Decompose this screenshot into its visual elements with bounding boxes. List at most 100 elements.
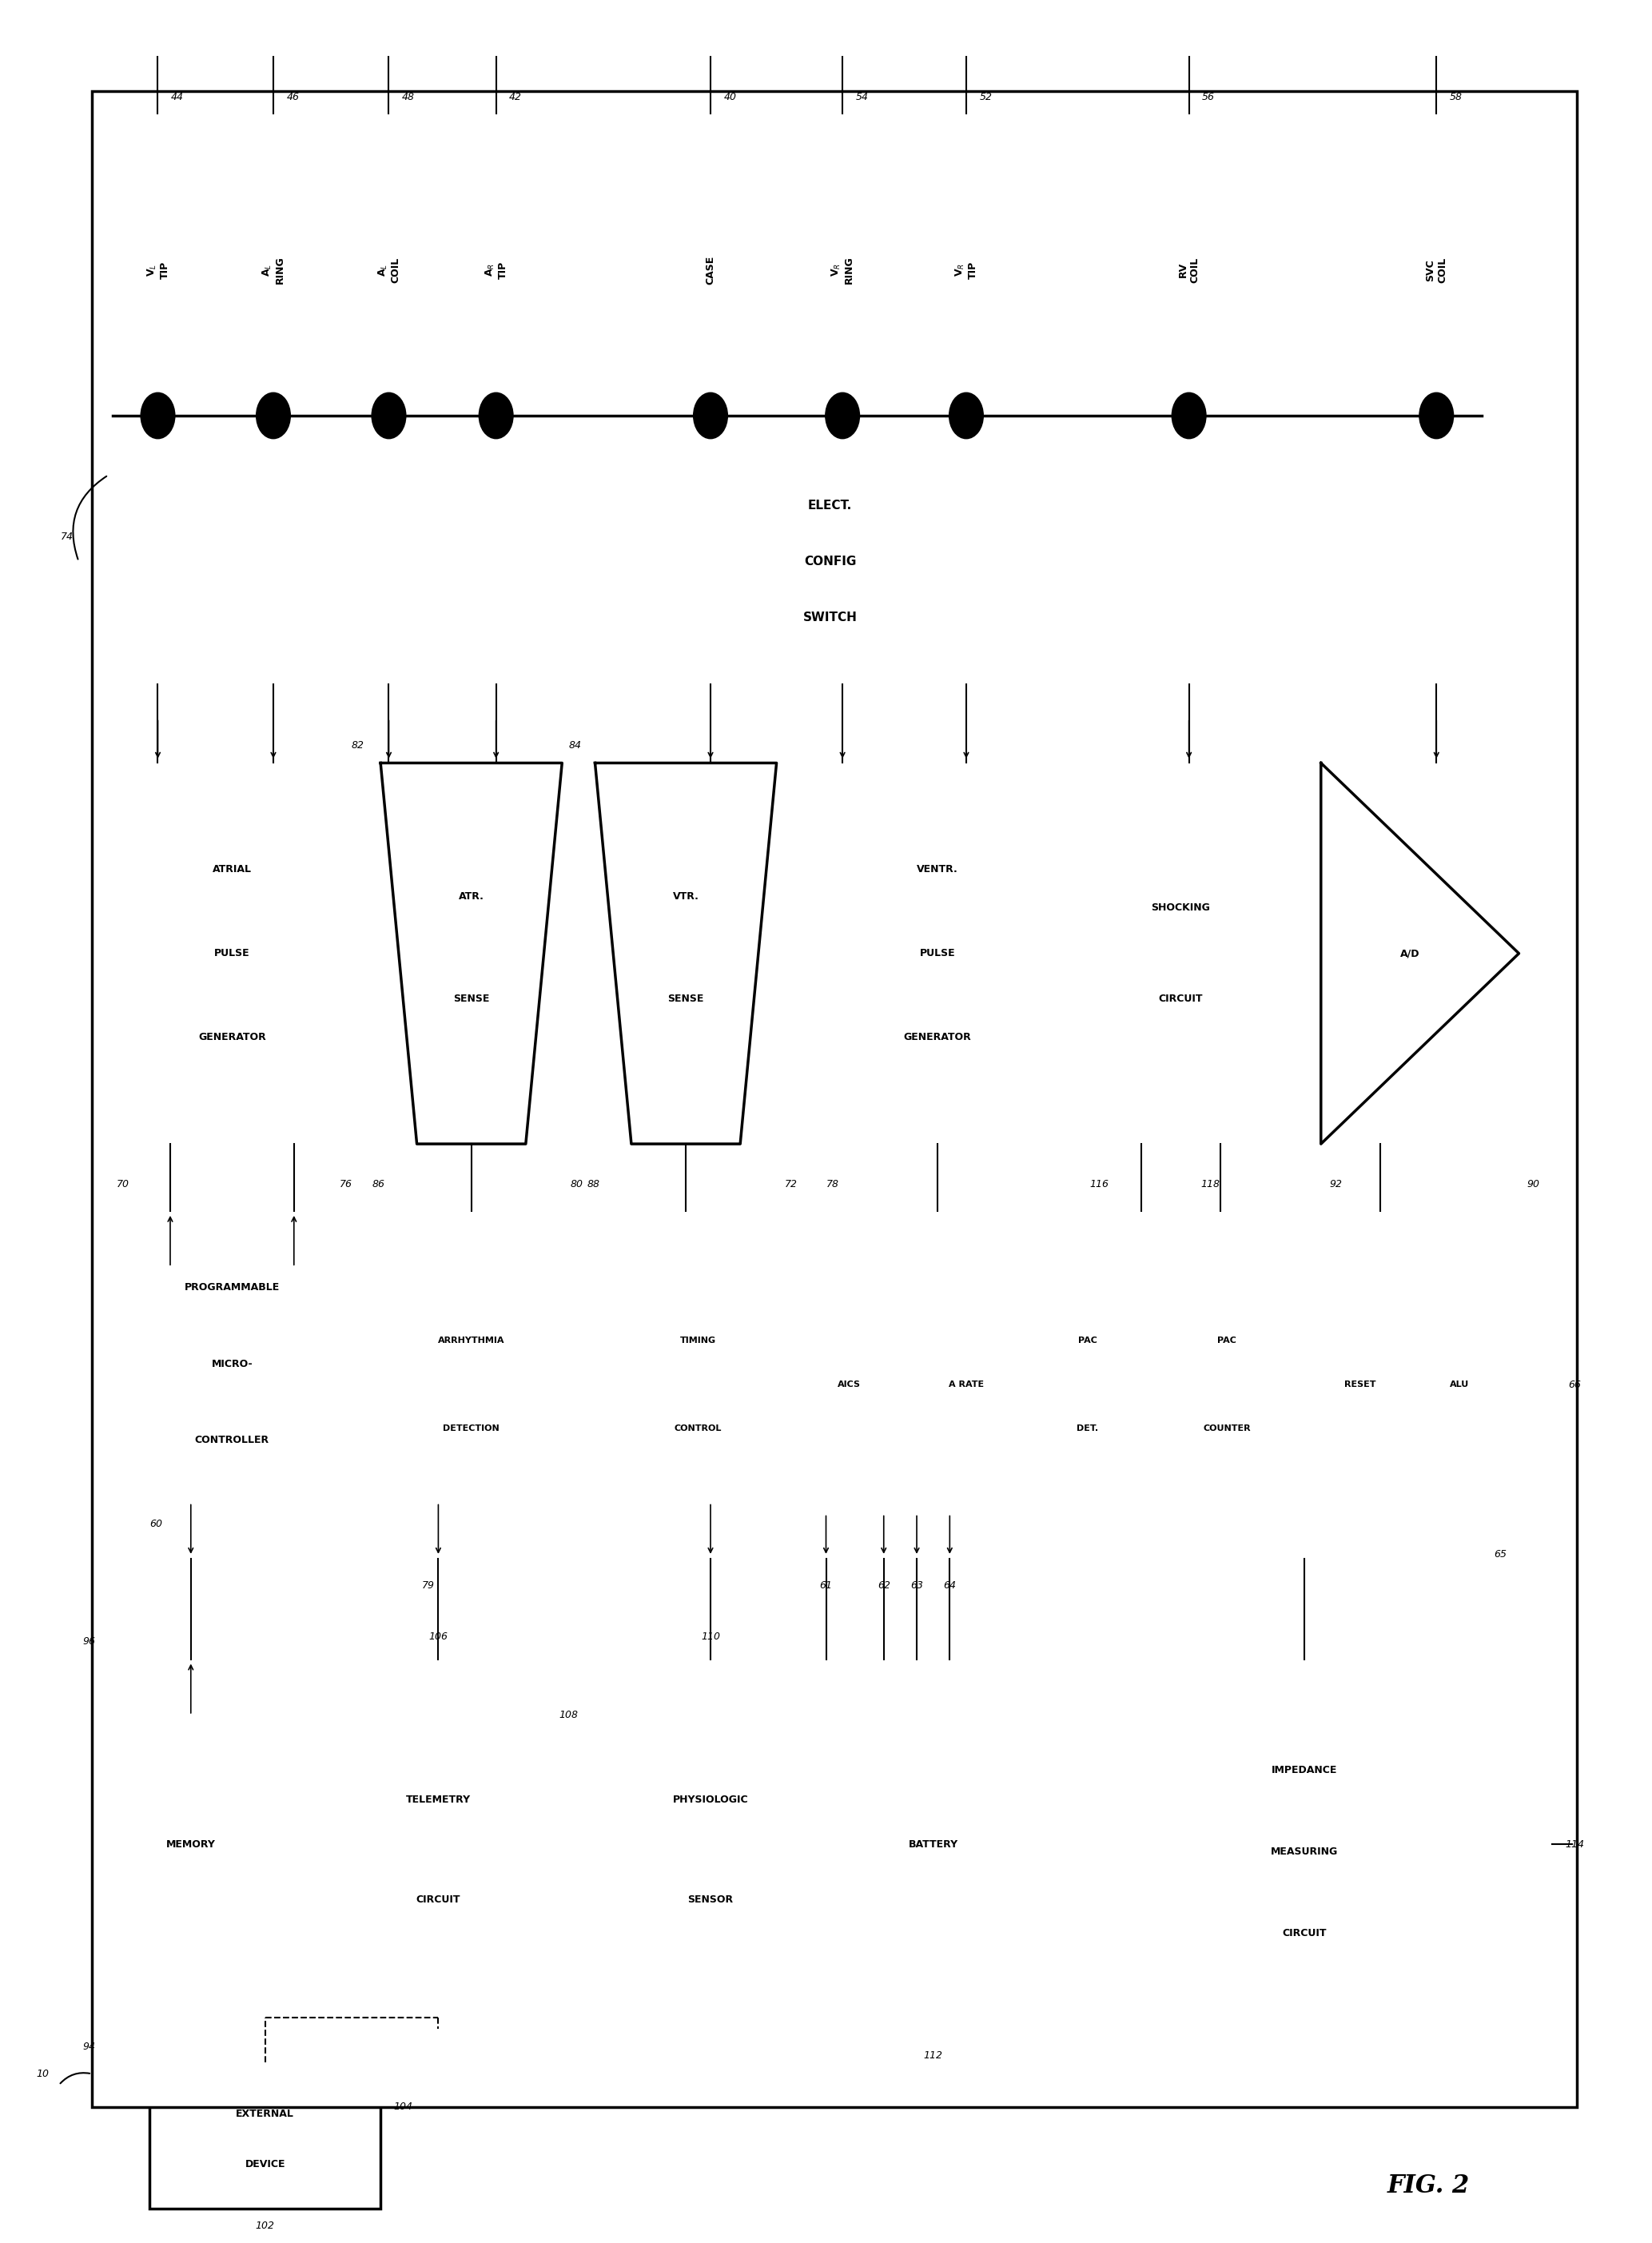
Text: 106: 106 [430,1631,448,1642]
Text: 61: 61 [819,1579,833,1590]
Bar [666,123,757,415]
Bar [109,437,1551,684]
Text: CONTROL: CONTROL [674,1424,722,1433]
Text: SWITCH: SWITCH [803,612,857,624]
Text: V$_L$
TIP: V$_L$ TIP [145,260,170,278]
Text: A/D: A/D [1401,949,1419,958]
Text: VENTR.: VENTR. [917,864,958,875]
Text: ATR.: ATR. [459,890,484,902]
Text: AICS: AICS [838,1382,861,1388]
Text: CIRCUIT: CIRCUIT [416,1895,461,1904]
Text: 112: 112 [923,2050,943,2061]
Text: 60: 60 [150,1519,162,1530]
Circle shape [950,393,983,437]
Text: COUNTER: COUNTER [1203,1424,1251,1433]
Bar [1315,1238,1406,1532]
Text: PHYSIOLOGIC: PHYSIOLOGIC [672,1794,748,1806]
Text: 114: 114 [1564,1839,1584,1848]
Bar [1036,1238,1140,1532]
Text: 64: 64 [943,1579,957,1590]
Bar [603,1660,818,2030]
Text: CONFIG: CONFIG [805,556,856,567]
Text: FIG. 2: FIG. 2 [1388,2173,1469,2198]
Text: MICRO-: MICRO- [211,1359,253,1368]
Text: 79: 79 [421,1579,434,1590]
Text: 82: 82 [352,740,363,749]
Text: PULSE: PULSE [920,949,955,958]
Text: CONTROLLER: CONTROLLER [195,1436,269,1444]
Bar [451,123,542,415]
Text: ATRIAL: ATRIAL [213,864,251,875]
Bar [1391,123,1482,415]
Polygon shape [595,763,776,1144]
Circle shape [1421,393,1452,437]
Circle shape [479,393,512,437]
Bar [867,1660,999,2030]
Bar [801,1238,897,1532]
Text: VTR.: VTR. [672,890,699,902]
Text: ARRHYTHMIA: ARRHYTHMIA [438,1337,504,1346]
Text: MEASURING: MEASURING [1270,1846,1338,1857]
Bar [228,123,319,415]
Text: 65: 65 [1493,1548,1507,1559]
Bar [109,763,355,1144]
Polygon shape [1322,763,1518,1144]
Text: 10: 10 [36,2068,50,2079]
Bar [1057,1660,1551,2030]
Text: CIRCUIT: CIRCUIT [1158,994,1203,1005]
Text: CASE: CASE [705,256,715,285]
Text: 44: 44 [172,92,183,103]
Text: V$_R$
TIP: V$_R$ TIP [955,260,978,278]
Bar [150,2064,380,2209]
Bar [1427,1238,1492,1532]
Text: SVC
COIL: SVC COIL [1426,258,1447,283]
Circle shape [142,393,175,437]
Text: 104: 104 [393,2102,413,2111]
Text: 116: 116 [1090,1180,1108,1189]
Bar [798,123,887,415]
Text: A$_L$
COIL: A$_L$ COIL [377,258,401,283]
Text: 70: 70 [117,1180,129,1189]
Circle shape [256,393,289,437]
Text: IMPEDANCE: IMPEDANCE [1272,1765,1338,1776]
Text: 90: 90 [1526,1180,1540,1189]
Text: V$_R$
RING: V$_R$ RING [831,256,854,285]
Text: 102: 102 [256,2221,274,2232]
Text: RESET: RESET [1345,1382,1376,1388]
Text: DETECTION: DETECTION [443,1424,499,1433]
Bar [920,123,1011,415]
Bar [363,1238,578,1532]
Text: 108: 108 [558,1709,578,1720]
Bar [355,745,801,1162]
Text: SHOCKING: SHOCKING [1151,902,1211,913]
Text: GENERATOR: GENERATOR [904,1032,971,1043]
Text: GENERATOR: GENERATOR [198,1032,266,1043]
Bar [330,1660,545,2030]
Text: 118: 118 [1201,1180,1219,1189]
Text: 46: 46 [286,92,299,103]
Text: 63: 63 [910,1579,923,1590]
Text: 94: 94 [83,2041,96,2052]
Circle shape [372,393,405,437]
Polygon shape [380,763,562,1144]
Text: SENSOR: SENSOR [687,1895,733,1904]
Text: SENSE: SENSE [667,994,704,1005]
Text: 88: 88 [586,1180,600,1189]
Circle shape [826,393,859,437]
Bar [620,1238,776,1532]
Text: 86: 86 [372,1180,385,1189]
Text: PAC: PAC [1079,1337,1097,1346]
Bar [344,123,434,415]
Text: PULSE: PULSE [215,949,249,958]
Text: 84: 84 [568,740,582,749]
Text: 48: 48 [401,92,415,103]
Text: PROGRAMMABLE: PROGRAMMABLE [185,1283,279,1292]
Text: ALU: ALU [1450,1382,1469,1388]
Circle shape [694,393,727,437]
Text: TELEMETRY: TELEMETRY [406,1794,471,1806]
Circle shape [1173,393,1206,437]
Bar [1161,1238,1294,1532]
Text: 52: 52 [980,92,993,103]
Text: 78: 78 [826,1180,839,1189]
Text: 74: 74 [61,532,73,543]
